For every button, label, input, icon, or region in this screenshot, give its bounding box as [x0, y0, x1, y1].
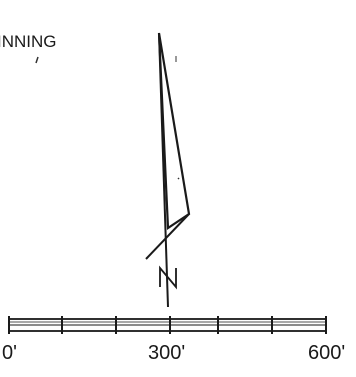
property-boundary	[157, 32, 191, 230]
boundary-tick-mark	[177, 177, 180, 180]
north-arrow-shaft	[158, 32, 169, 308]
beginning-label: INNING	[0, 32, 57, 51]
scale-label-0: 0'	[2, 342, 17, 364]
scale-label-300: 300'	[148, 342, 186, 364]
north-arrow	[145, 32, 190, 308]
stray-pen-mark	[35, 56, 39, 64]
north-arrow-crossbar	[145, 213, 190, 260]
north-letter-icon	[159, 265, 177, 290]
scale-bar	[8, 316, 327, 334]
scale-label-600: 600'	[308, 342, 346, 364]
